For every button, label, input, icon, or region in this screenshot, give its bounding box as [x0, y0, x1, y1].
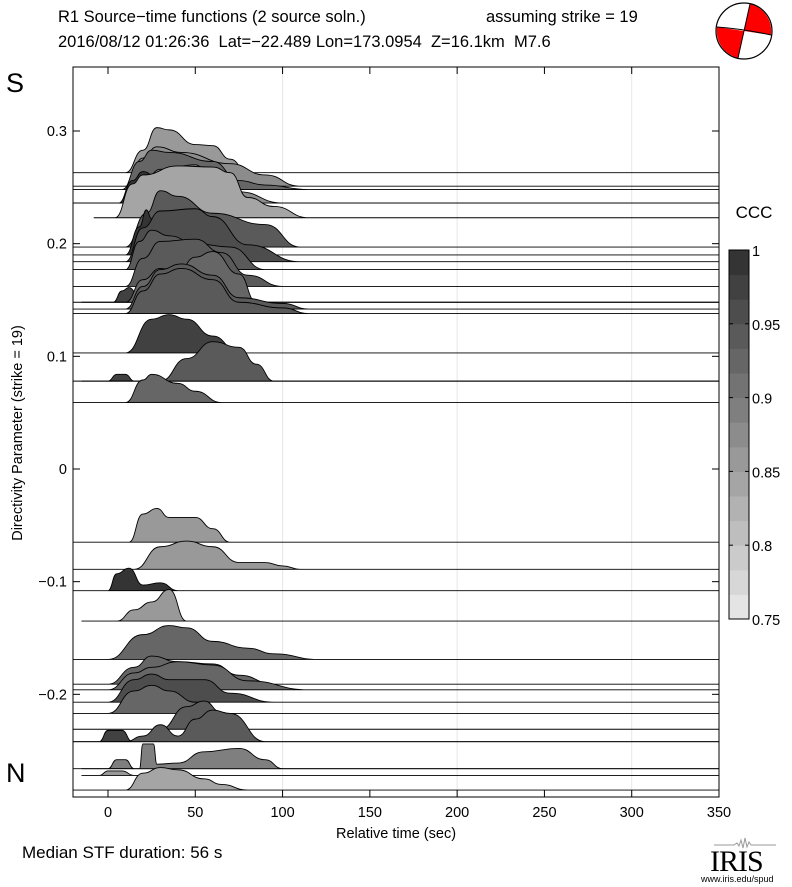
colorbar-level: [729, 520, 749, 546]
stf-trace: [72, 743, 720, 770]
colorbar-tick-label: 1: [752, 244, 760, 260]
seismogram-icon: [714, 837, 776, 849]
colorbar-level: [729, 594, 749, 620]
colorbar-tick-label: 0.95: [752, 318, 780, 334]
stf-trace: [72, 251, 720, 303]
stf-trace: [81, 589, 720, 622]
colorbar-level: [729, 545, 749, 571]
chart-title: R1 Source−time functions (2 source soln.…: [58, 8, 366, 26]
stf-trace: [72, 268, 720, 314]
stf-trace: [93, 165, 720, 219]
y-axis-label: Directivity Parameter (strike = 19): [10, 325, 26, 541]
x-tick-label: 200: [445, 805, 469, 821]
y-tick-label: 0: [59, 462, 67, 478]
beachball-nodal-line: [737, 3, 751, 59]
colorbar-tick-label: 0.9: [752, 392, 772, 408]
stf-trace: [72, 229, 720, 271]
stf-trace: [72, 567, 720, 592]
colorbar-tick-label: 0.8: [752, 539, 772, 555]
colorbar-tick-label: 0.75: [752, 613, 780, 629]
stf-trace: [72, 540, 720, 570]
colorbar-level: [729, 274, 749, 300]
stf-trace: [72, 263, 720, 310]
event-info: 2016/08/12 01:26:36 Lat=−22.489 Lon=173.…: [58, 33, 551, 51]
beachball-quadrant: [744, 4, 772, 35]
median-duration: Median STF duration: 56 s: [22, 843, 223, 862]
beachball-icon: [715, 2, 773, 60]
x-tick-label: 300: [620, 805, 644, 821]
stf-trace: [72, 625, 720, 660]
colorbar-tick-label: 0.85: [752, 465, 780, 481]
stf-trace: [72, 127, 720, 174]
stf-trace: [72, 729, 720, 743]
stf-trace: [81, 770, 720, 776]
colorbar-level: [729, 250, 749, 276]
colorbar-level: [729, 397, 749, 423]
y-tick-label: −0.1: [38, 575, 67, 591]
x-tick-label: 150: [358, 805, 382, 821]
beachball-outline: [715, 2, 773, 60]
y-tick-label: 0.2: [47, 237, 67, 253]
x-tick-label: 350: [707, 805, 731, 821]
colorbar-level: [729, 422, 749, 448]
plot-frame: [72, 66, 720, 798]
colorbar-level: [729, 569, 749, 595]
colorbar-level: [729, 348, 749, 374]
colorbar-level: [729, 323, 749, 349]
colorbar-level: [729, 373, 749, 399]
x-tick-label: 50: [187, 805, 203, 821]
stf-trace: [72, 673, 720, 703]
stf-trace: [81, 373, 720, 382]
x-tick-label: 250: [532, 805, 556, 821]
stf-trace: [72, 661, 720, 691]
colorbar-frame: [728, 249, 750, 620]
x-tick-label: 100: [270, 805, 294, 821]
beachball-quadrant: [716, 27, 744, 58]
colorbar-title: CCC: [736, 203, 773, 222]
x-axis-label: Relative time (sec): [336, 826, 456, 842]
iris-logo: IRIS www.iris.edu/spud: [700, 833, 790, 885]
colorbar-level: [729, 471, 749, 497]
y-tick-label: 0.3: [47, 124, 67, 140]
stf-trace: [72, 767, 720, 791]
colorbar-level: [729, 299, 749, 325]
colorbar-level: [729, 446, 749, 472]
stf-trace: [81, 759, 720, 770]
north-label: N: [6, 758, 26, 788]
y-tick-label: 0.1: [47, 349, 67, 365]
stf-trace: [72, 314, 720, 354]
stf-trace: [72, 341, 720, 382]
stf-trace: [72, 507, 720, 543]
y-tick-label: −0.2: [38, 687, 67, 703]
iris-url[interactable]: www.iris.edu/spud: [701, 874, 774, 884]
x-tick-label: 0: [104, 805, 112, 821]
stf-trace: [72, 373, 720, 403]
south-label: S: [6, 68, 25, 98]
strike-note: assuming strike = 19: [486, 8, 638, 26]
stf-trace: [72, 709, 720, 743]
iris-logo-text: IRIS: [710, 845, 764, 878]
colorbar-level: [729, 496, 749, 522]
